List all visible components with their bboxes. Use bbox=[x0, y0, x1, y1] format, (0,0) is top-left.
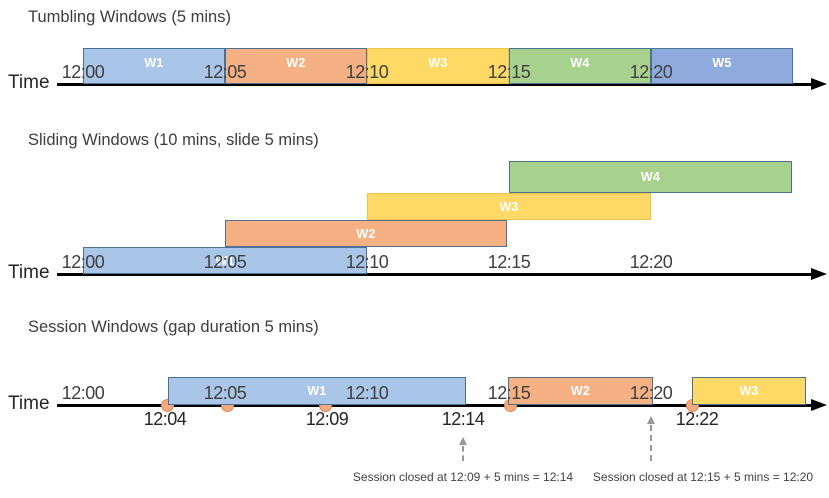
session-window-w3: W3 bbox=[692, 377, 806, 405]
session-closed-note-2: Session closed at 12:15 + 5 mins = 12:20 bbox=[592, 470, 814, 484]
tumbling-window-w3: W3 bbox=[367, 48, 509, 84]
tumbling-window-w4: W4 bbox=[509, 48, 651, 84]
session-closed-note-1: Session closed at 12:09 + 5 mins = 12:14 bbox=[352, 470, 574, 484]
session-axis-arrowhead-icon bbox=[811, 399, 827, 411]
event-label-1204: 12:04 bbox=[143, 409, 187, 429]
sliding-window-w2-label: W2 bbox=[356, 226, 376, 241]
sliding-window-w2: W2 bbox=[225, 220, 507, 247]
tumbling-window-w2: W2 bbox=[225, 48, 367, 84]
sliding-time-label: Time bbox=[8, 262, 50, 283]
event-label-1209: 12:09 bbox=[305, 409, 349, 429]
sliding-window-w4-label: W4 bbox=[640, 170, 661, 184]
sliding-window-w1-label: W1 bbox=[215, 253, 235, 268]
tumbling-tick-1205: 12:05 bbox=[203, 62, 247, 82]
sliding-tick-1210: 12:10 bbox=[345, 252, 389, 272]
session-axis-line bbox=[57, 404, 813, 407]
tumbling-window-w3-label: W3 bbox=[428, 56, 448, 70]
sliding-axis-arrowhead-icon bbox=[811, 268, 827, 280]
tumbling-window-w5: W5 bbox=[651, 48, 793, 84]
tumbling-axis-line bbox=[57, 83, 813, 86]
session-window-w3-label: W3 bbox=[739, 384, 759, 398]
tumbling-window-w4-label: W4 bbox=[570, 56, 590, 70]
sliding-tick-1200: 12:00 bbox=[61, 252, 105, 272]
up-arrowhead-icon bbox=[646, 416, 655, 424]
session-window-w2: W2 bbox=[508, 377, 653, 405]
session-closed-arrow-2 bbox=[646, 416, 655, 461]
sliding-window-w3: W3 bbox=[367, 193, 651, 220]
tumbling-window-w1: W1 bbox=[83, 48, 225, 84]
sliding-tick-1205: 12:05 bbox=[203, 252, 247, 272]
event-label-1222: 12:22 bbox=[675, 409, 719, 429]
tumbling-tick-1200: 12:00 bbox=[61, 62, 105, 82]
tumbling-tick-1220: 12:20 bbox=[629, 62, 673, 82]
tumbling-window-w1-label: W1 bbox=[144, 56, 164, 70]
sliding-window-w4: W4 bbox=[509, 161, 792, 193]
sliding-window-w3-label: W3 bbox=[499, 199, 519, 214]
session-tick-1205: 12:05 bbox=[203, 383, 247, 403]
sliding-axis-line bbox=[57, 273, 813, 276]
session-window-w1-label: W1 bbox=[307, 384, 327, 398]
dashed-shaft bbox=[650, 425, 652, 461]
session-tick-1210: 12:10 bbox=[345, 383, 389, 403]
tumbling-time-label: Time bbox=[8, 72, 50, 93]
session-title: Session Windows (gap duration 5 mins) bbox=[28, 318, 319, 336]
dashed-shaft bbox=[462, 446, 464, 461]
tumbling-title: Tumbling Windows (5 mins) bbox=[28, 8, 231, 26]
session-tick-1215: 12:15 bbox=[487, 383, 531, 403]
session-time-label: Time bbox=[8, 393, 50, 414]
session-window-w1: W1 bbox=[168, 377, 466, 405]
session-tick-1220: 12:20 bbox=[629, 383, 673, 403]
tumbling-window-w2-label: W2 bbox=[286, 56, 306, 70]
sliding-window-w1: W1 bbox=[83, 247, 367, 274]
tumbling-axis-arrowhead-icon bbox=[811, 78, 827, 90]
sliding-title: Sliding Windows (10 mins, slide 5 mins) bbox=[28, 131, 319, 149]
session-window-w2-label: W2 bbox=[570, 384, 591, 398]
session-tick-1200: 12:00 bbox=[61, 383, 105, 403]
event-label-1214: 12:14 bbox=[441, 409, 485, 429]
tumbling-window-w5-label: W5 bbox=[712, 56, 732, 70]
sliding-tick-1215: 12:15 bbox=[487, 252, 531, 272]
up-arrowhead-icon bbox=[458, 437, 467, 445]
sliding-tick-1220: 12:20 bbox=[629, 252, 673, 272]
tumbling-tick-1210: 12:10 bbox=[345, 62, 389, 82]
session-closed-arrow-1 bbox=[458, 437, 467, 461]
tumbling-tick-1215: 12:15 bbox=[487, 62, 531, 82]
